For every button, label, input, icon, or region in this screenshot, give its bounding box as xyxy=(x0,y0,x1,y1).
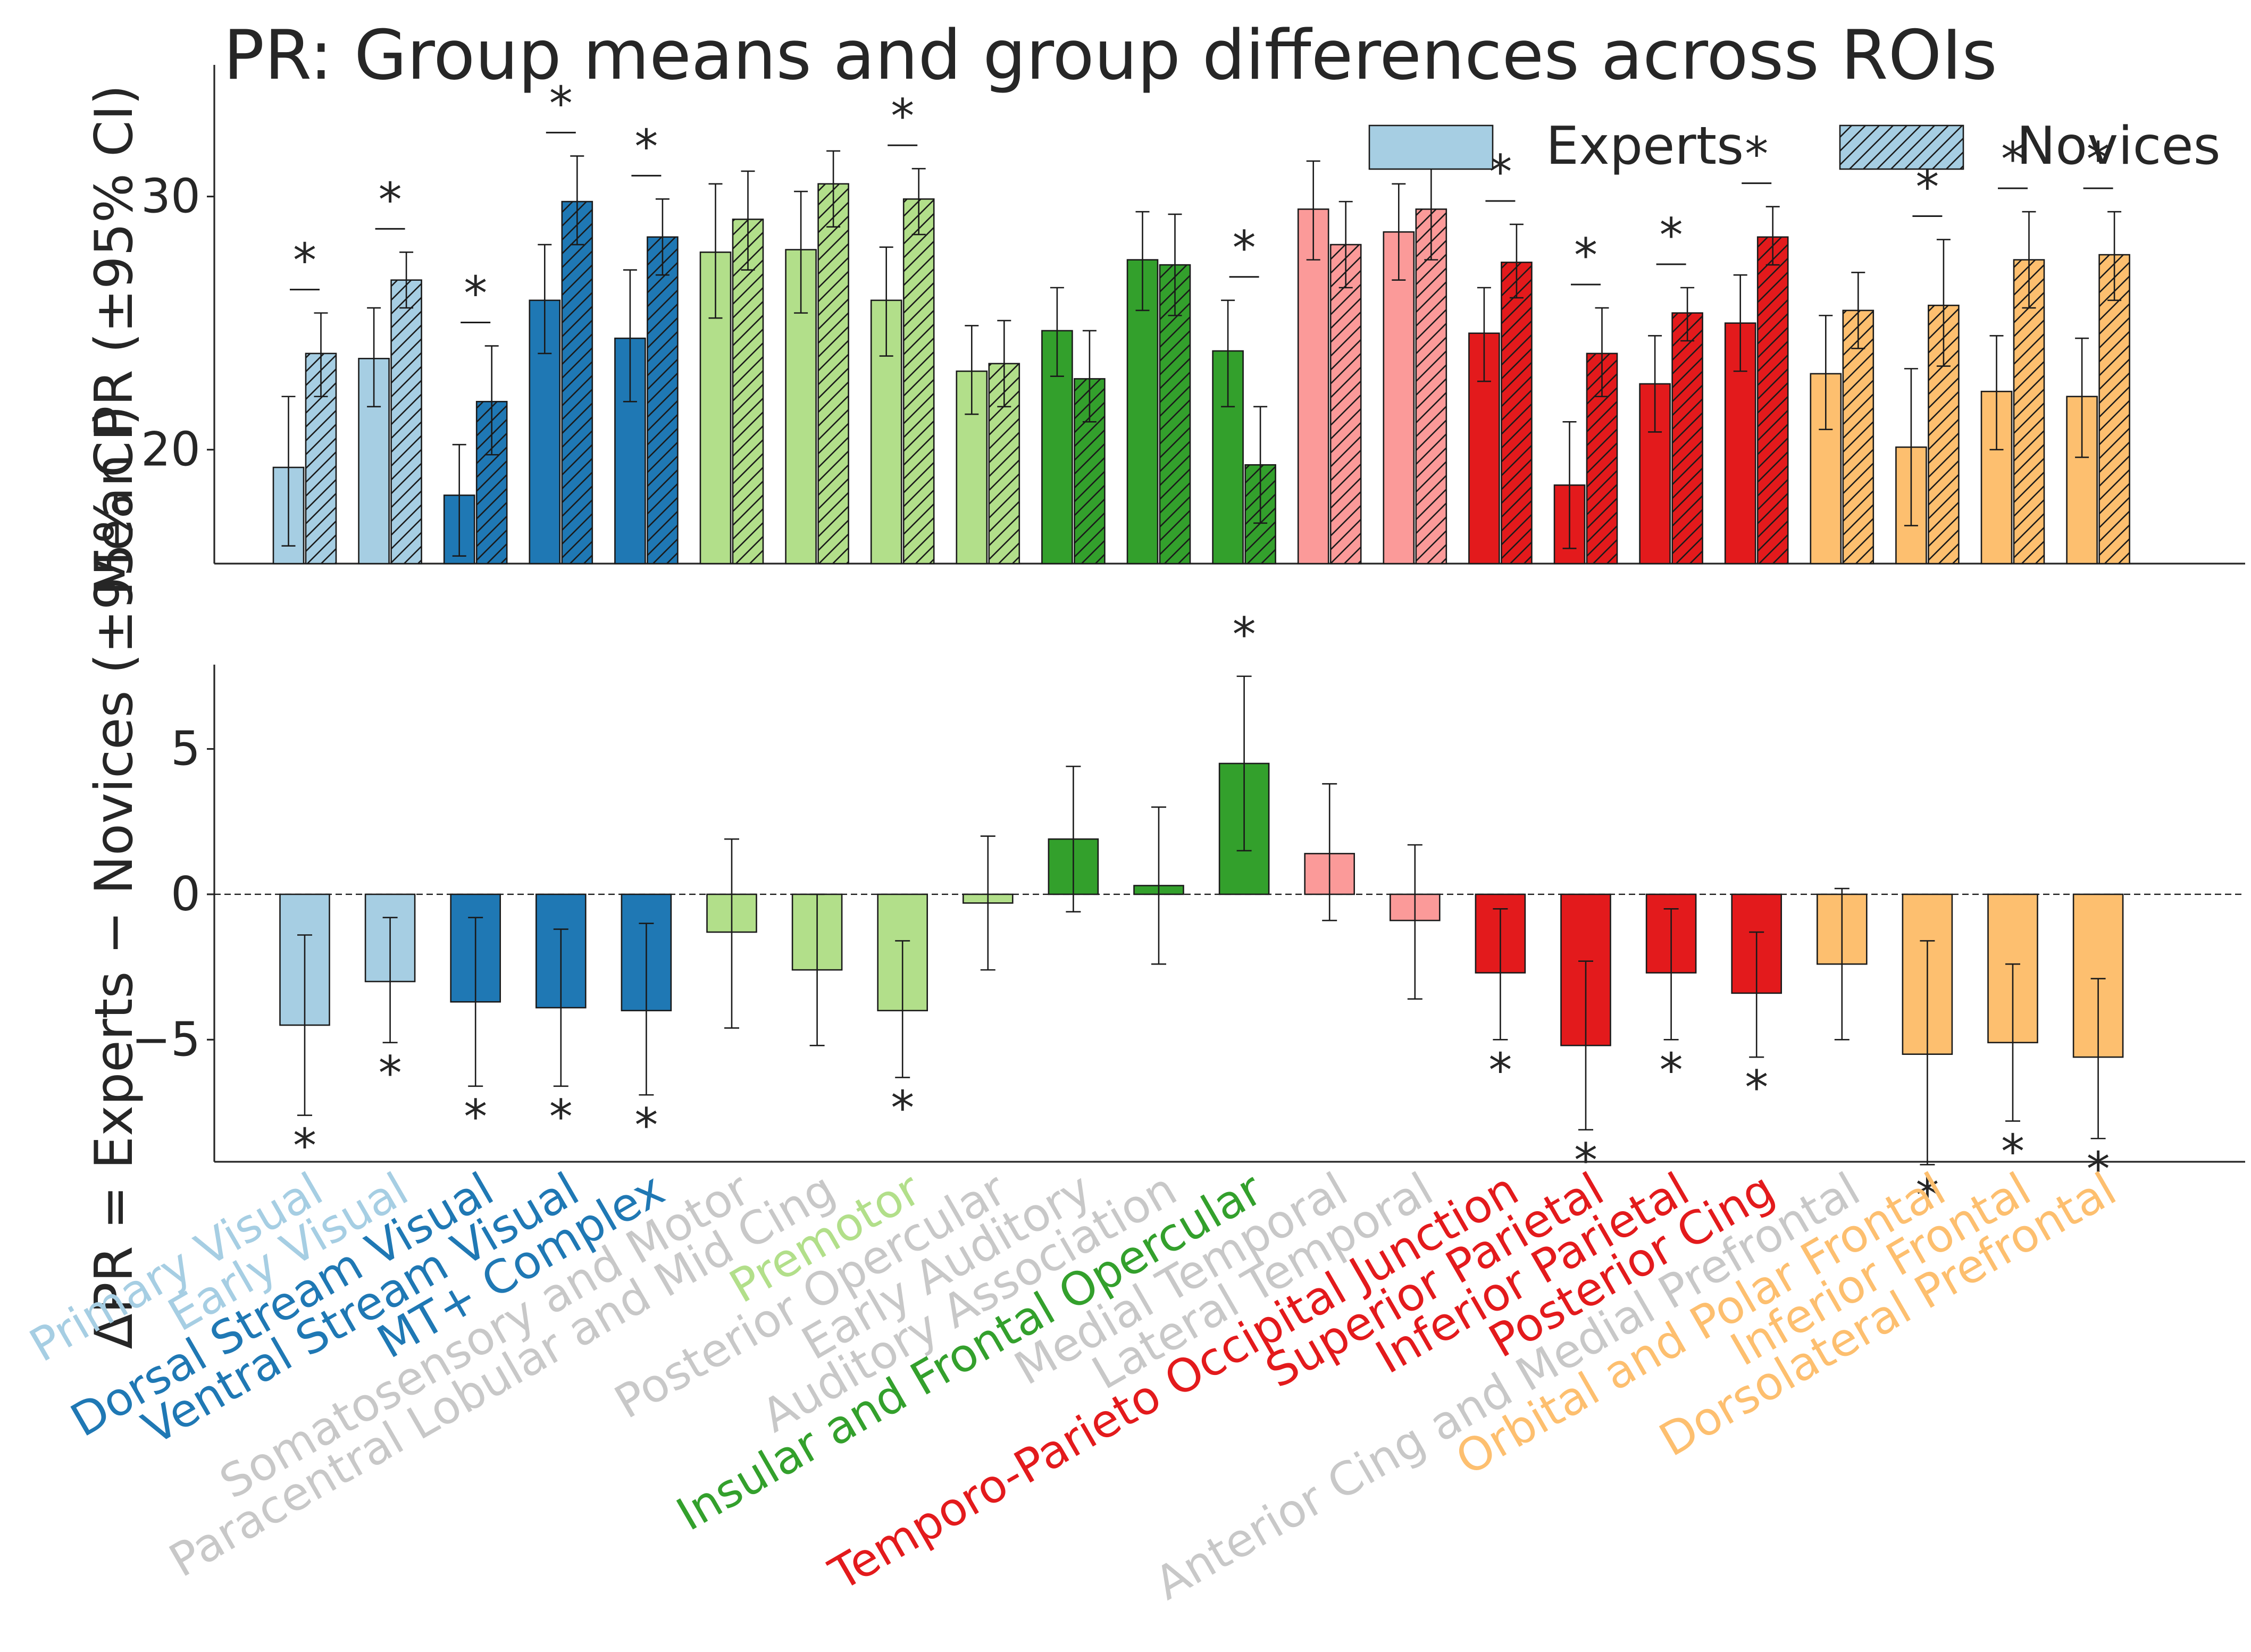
top-bar-hatch xyxy=(562,202,592,564)
difference-significance-star: * xyxy=(549,1089,573,1144)
chart-title: PR: Group means and group differences ac… xyxy=(223,16,1997,95)
top-significance-star: * xyxy=(1745,127,1768,182)
difference-significance-star: * xyxy=(1745,1060,1768,1115)
difference-significance-star: * xyxy=(2001,1124,2024,1179)
top-significance-star: * xyxy=(891,89,914,144)
difference-significance-star: * xyxy=(1233,607,1256,662)
top-bar-hatch xyxy=(2014,259,2044,564)
top-significance-star: * xyxy=(293,233,316,288)
top-y-tick-label: 20 xyxy=(141,422,200,477)
bottom-y-tick-label: 0 xyxy=(171,867,200,921)
top-bar-hatch xyxy=(647,237,678,564)
bottom-y-tick-label: 5 xyxy=(171,722,200,776)
difference-significance-star: * xyxy=(1915,1168,1939,1222)
top-bar-hatch xyxy=(391,280,422,564)
top-bar-hatch xyxy=(2099,255,2130,564)
bottom-y-tick-label: −5 xyxy=(131,1012,200,1067)
legend: Experts Novices xyxy=(1368,116,2221,177)
top-bar-hatch xyxy=(733,219,763,564)
difference-significance-star: * xyxy=(634,1098,658,1153)
difference-significance-star: * xyxy=(1660,1043,1683,1097)
top-significance-star: * xyxy=(1574,228,1597,283)
legend-swatch-hatch xyxy=(1840,125,1963,169)
top-significance-star: * xyxy=(2001,132,2024,187)
difference-significance-star: * xyxy=(2087,1142,2110,1196)
top-y-axis-label: Mean PR (±95% CI) xyxy=(84,85,145,596)
top-significance-star: * xyxy=(634,119,658,174)
top-bar-hatch xyxy=(1416,209,1446,564)
top-significance-star: * xyxy=(1233,221,1256,275)
top-significance-star: * xyxy=(549,76,573,131)
difference-significance-star: * xyxy=(379,1046,402,1101)
difference-significance-star: * xyxy=(891,1080,914,1135)
top-significance-star: * xyxy=(379,172,402,227)
difference-bar xyxy=(2072,893,2124,1058)
top-bar-hatch xyxy=(1672,313,1703,564)
top-bar-hatch xyxy=(903,199,934,564)
top-significance-star: * xyxy=(464,266,487,321)
top-significance-star: * xyxy=(2087,132,2110,187)
difference-significance-star: * xyxy=(1574,1133,1597,1188)
difference-significance-star: * xyxy=(293,1119,316,1173)
top-bar-experts xyxy=(1383,231,1415,565)
top-bar-experts xyxy=(870,299,902,565)
top-bar-hatch xyxy=(1330,245,1361,564)
top-bar-hatch xyxy=(1843,310,1873,564)
legend-label-novices: Novices xyxy=(2016,116,2221,177)
difference-significance-star: * xyxy=(1488,1043,1512,1097)
top-bar-experts xyxy=(358,358,390,565)
top-bar-hatch xyxy=(1758,237,1788,564)
top-bar-hatch xyxy=(818,183,849,564)
difference-significance-star: * xyxy=(464,1089,487,1144)
top-significance-star: * xyxy=(1660,208,1683,263)
top-bar-experts xyxy=(1297,208,1329,565)
top-y-tick-label: 30 xyxy=(141,169,200,224)
top-bar-hatch xyxy=(1501,262,1532,564)
legend-swatch-experts xyxy=(1368,124,1494,170)
bottom-y-axis-label: ΔPR = Experts − Novices (±95% CI) xyxy=(84,405,145,1349)
bottom-panel: −5 0 5 * * * * * * * * * * * * * * xyxy=(131,607,2245,1222)
legend-label-experts: Experts xyxy=(1546,116,1744,177)
